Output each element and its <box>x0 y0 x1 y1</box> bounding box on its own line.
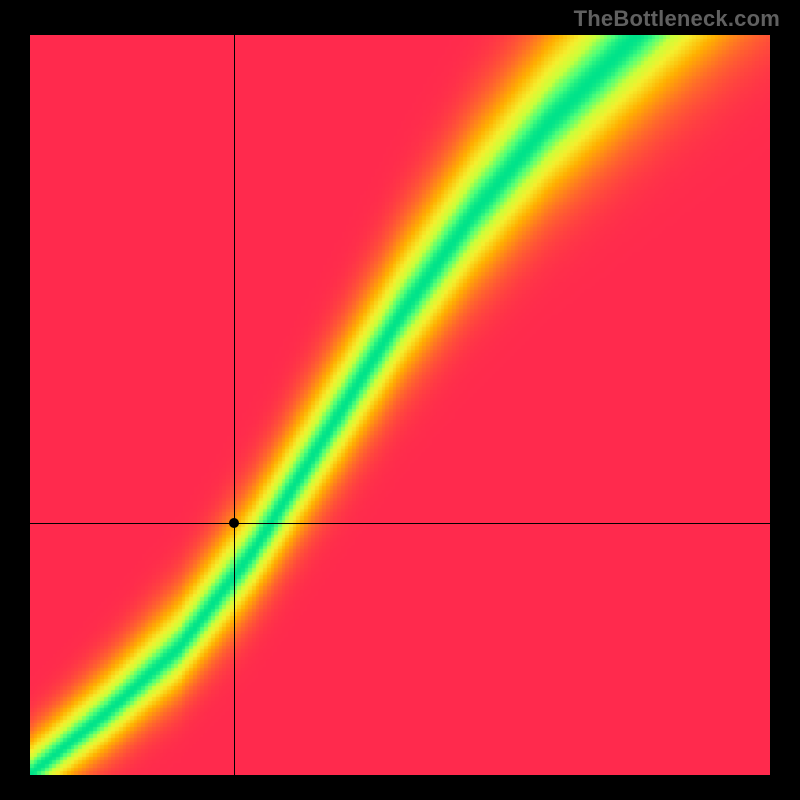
watermark-text: TheBottleneck.com <box>574 6 780 32</box>
crosshair-vertical-line <box>234 35 235 775</box>
crosshair-marker <box>229 518 239 528</box>
crosshair-horizontal-line <box>30 523 770 524</box>
bottleneck-heatmap <box>30 35 770 775</box>
page-root: TheBottleneck.com <box>0 0 800 800</box>
heatmap-canvas <box>30 35 770 775</box>
